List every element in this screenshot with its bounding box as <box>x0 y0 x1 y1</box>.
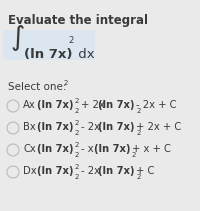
Text: 2: 2 <box>75 164 79 170</box>
Text: 2: 2 <box>136 108 141 114</box>
Text: (ln 7x): (ln 7x) <box>37 100 74 110</box>
Text: $\int$: $\int$ <box>10 23 25 53</box>
Text: 2: 2 <box>75 130 79 136</box>
Text: 2: 2 <box>132 152 136 158</box>
Text: 2: 2 <box>75 120 79 126</box>
Text: (ln 7x): (ln 7x) <box>37 166 74 176</box>
Text: (ln 7x): (ln 7x) <box>98 166 135 176</box>
Text: (ln 7x): (ln 7x) <box>94 144 130 154</box>
Text: - 2x + C: - 2x + C <box>136 100 177 110</box>
Text: + 2x + C: + 2x + C <box>136 122 181 132</box>
Text: 2: 2 <box>136 174 141 180</box>
Text: - 2x: - 2x <box>81 166 100 176</box>
FancyBboxPatch shape <box>3 30 95 60</box>
Text: (ln 7x): (ln 7x) <box>37 144 74 154</box>
Text: Cx: Cx <box>23 144 36 154</box>
Text: 2: 2 <box>75 98 79 104</box>
Text: (ln 7x): (ln 7x) <box>37 122 74 132</box>
Text: 2: 2 <box>75 152 79 158</box>
Text: Evaluate the integral: Evaluate the integral <box>8 14 148 27</box>
Text: + 2x: + 2x <box>81 100 105 110</box>
Text: Select one:: Select one: <box>8 82 66 92</box>
Text: dx: dx <box>74 48 95 61</box>
Text: 2: 2 <box>136 130 141 136</box>
Text: 2: 2 <box>75 142 79 148</box>
Text: - 2x: - 2x <box>81 122 100 132</box>
Text: + x + C: + x + C <box>132 144 171 154</box>
Text: + C: + C <box>136 166 155 176</box>
Text: 2: 2 <box>75 174 79 180</box>
Text: 2: 2 <box>75 108 79 114</box>
Text: 2: 2 <box>68 36 73 45</box>
Text: (ln 7x): (ln 7x) <box>98 122 135 132</box>
Text: Bx: Bx <box>23 122 36 132</box>
Text: Dx: Dx <box>23 166 37 176</box>
Text: 2: 2 <box>64 80 68 86</box>
Text: (ln 7x): (ln 7x) <box>98 100 135 110</box>
Text: - x: - x <box>81 144 94 154</box>
Text: (ln 7x): (ln 7x) <box>24 48 72 61</box>
Text: Ax: Ax <box>23 100 36 110</box>
